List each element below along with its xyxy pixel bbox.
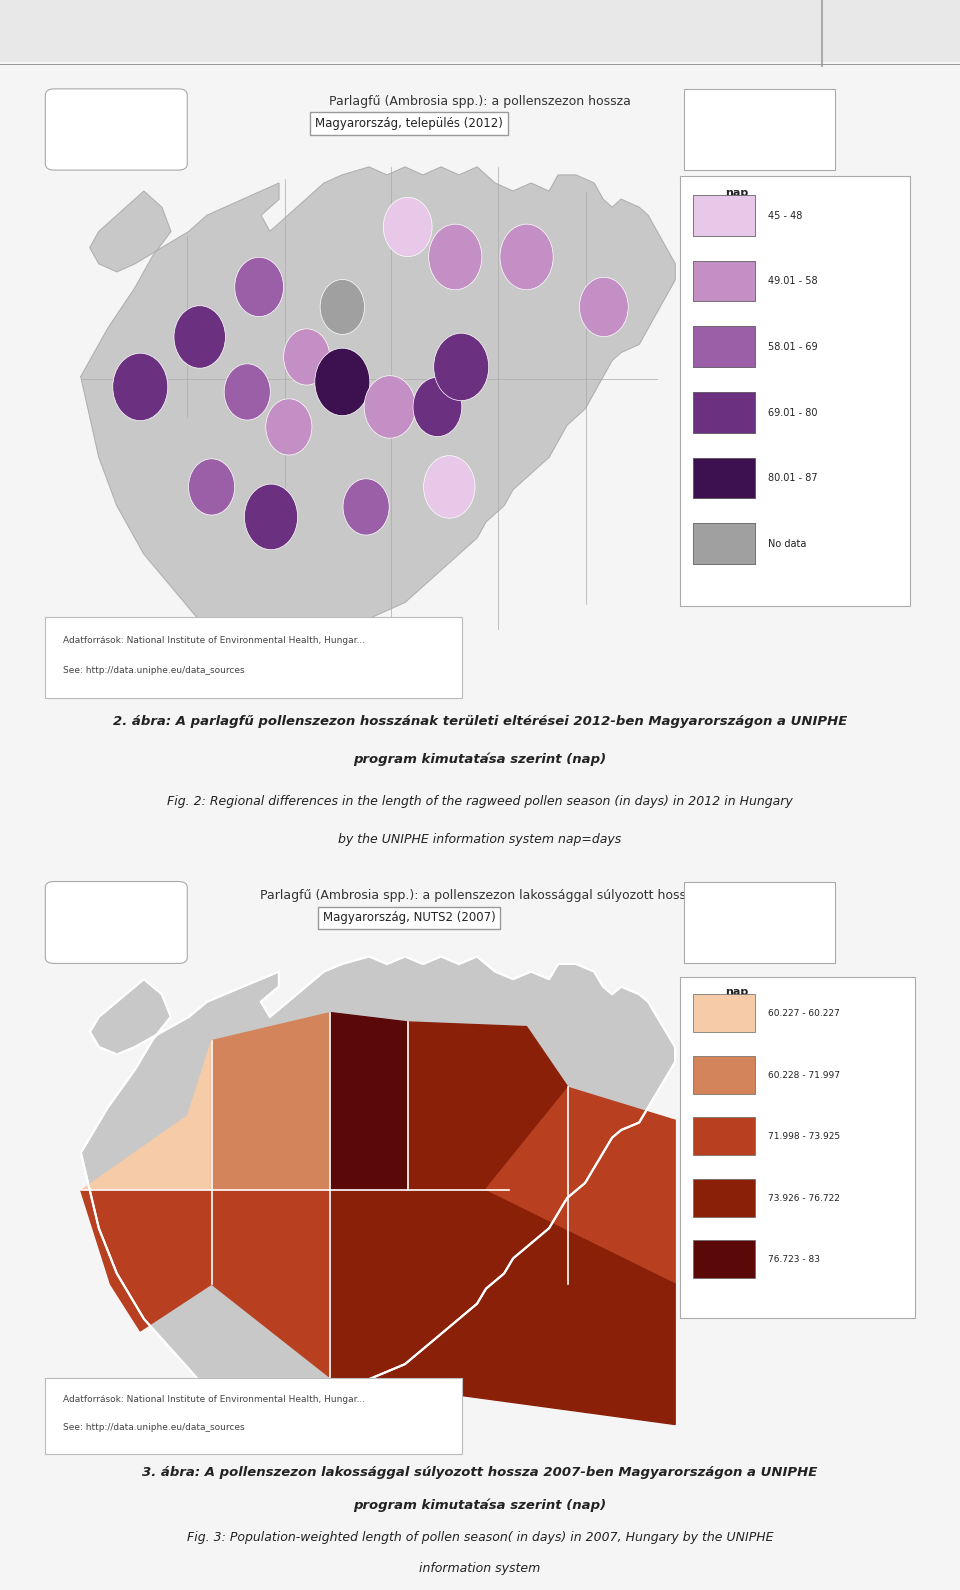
Text: towards positive health outcomes: towards positive health outcomes [75, 948, 157, 952]
Bar [693, 326, 755, 367]
Text: towards positive health outcomes: towards positive health outcomes [75, 153, 157, 159]
Text: 69.01 - 80: 69.01 - 80 [768, 407, 818, 418]
Bar [693, 458, 755, 498]
Text: program kimutatása szerint (nap): program kimutatása szerint (nap) [353, 1498, 607, 1512]
Bar [693, 523, 755, 564]
Bar [693, 458, 755, 498]
Text: 2013/4: 2013/4 [849, 24, 934, 43]
Ellipse shape [364, 375, 416, 439]
Text: No data: No data [768, 539, 806, 549]
Text: Parlagfű (Ambrosia spp.): a pollenszezon lakossággal súlyozott hossza: Parlagfű (Ambrosia spp.): a pollenszezon… [260, 889, 700, 902]
Ellipse shape [500, 224, 553, 289]
Text: Adatforrások: National Institute of Environmental Health, Hungar...: Adatforrások: National Institute of Envi… [63, 636, 365, 644]
Text: 69.01 - 80: 69.01 - 80 [768, 407, 818, 418]
Text: 60.227 - 60.227: 60.227 - 60.227 [768, 1010, 840, 1018]
Text: UNIPHE: UNIPHE [94, 127, 138, 138]
Text: 80.01 - 87: 80.01 - 87 [768, 474, 818, 483]
Text: Parlagfű (Ambrosia spp.): a pollenszezon hossza: Parlagfű (Ambrosia spp.): a pollenszezon… [329, 95, 631, 108]
FancyBboxPatch shape [684, 881, 835, 964]
Ellipse shape [413, 377, 462, 437]
Ellipse shape [235, 258, 283, 316]
FancyBboxPatch shape [45, 1377, 463, 1453]
Ellipse shape [315, 348, 370, 415]
Polygon shape [330, 1013, 408, 1191]
Text: 3. ábra: A pollenszezon lakossággal súlyozott hossza 2007-ben Magyarországon a U: 3. ábra: A pollenszezon lakossággal súly… [142, 1466, 818, 1479]
Text: 49.01 - 58: 49.01 - 58 [768, 277, 818, 286]
Polygon shape [330, 1191, 675, 1425]
Text: nap: nap [726, 188, 749, 199]
Text: nap: nap [726, 987, 749, 997]
FancyBboxPatch shape [684, 89, 835, 170]
Text: 73.926 - 76.722: 73.926 - 76.722 [768, 1194, 840, 1202]
Ellipse shape [174, 305, 226, 369]
Text: nap: nap [726, 188, 749, 199]
Ellipse shape [225, 364, 271, 420]
FancyBboxPatch shape [45, 617, 463, 698]
Ellipse shape [580, 277, 628, 337]
Text: 76.723 - 83: 76.723 - 83 [768, 1255, 820, 1264]
Text: 2. ábra: A parlagfű pollenszezon hosszának területi eltérései 2012-ben Magyarors: 2. ábra: A parlagfű pollenszezon hosszán… [113, 716, 847, 728]
Text: by the UNIPHE information system nap=days: by the UNIPHE information system nap=day… [338, 833, 622, 846]
Text: See: http://data.uniphe.eu/data_sources: See: http://data.uniphe.eu/data_sources [63, 666, 245, 674]
Polygon shape [408, 1022, 568, 1191]
Bar [693, 994, 755, 1032]
Text: See: http://data.uniphe.eu/data_sources: See: http://data.uniphe.eu/data_sources [63, 1423, 245, 1433]
Bar [693, 1118, 755, 1156]
Bar [693, 523, 755, 564]
Ellipse shape [429, 224, 482, 289]
Polygon shape [81, 1041, 211, 1331]
Ellipse shape [343, 479, 389, 534]
FancyBboxPatch shape [45, 881, 187, 964]
Bar [693, 196, 755, 235]
Text: Adatforrások: National Institute of Environmental Health, Hungar...: Adatforrások: National Institute of Envi… [63, 1396, 365, 1404]
Text: information system: information system [420, 1561, 540, 1574]
Text: 58.01 - 69: 58.01 - 69 [768, 342, 818, 351]
Text: Magyarország, település (2012): Magyarország, település (2012) [315, 118, 503, 130]
Text: EGÉSZSÉGTUDOMÁNY, LVII. ÉVFOLYAM, 2013. 4. SZÁM: EGÉSZSÉGTUDOMÁNY, LVII. ÉVFOLYAM, 2013. … [25, 22, 593, 45]
Text: Magyarország, NUTS2 (2007): Magyarország, NUTS2 (2007) [323, 911, 495, 924]
Text: No data: No data [768, 539, 806, 549]
Bar [693, 393, 755, 432]
Bar [693, 1056, 755, 1094]
Bar [693, 1240, 755, 1278]
Ellipse shape [188, 460, 234, 515]
Ellipse shape [266, 399, 312, 455]
Bar [693, 261, 755, 302]
Polygon shape [485, 1088, 675, 1285]
Ellipse shape [245, 483, 298, 550]
Text: 60.228 - 71.997: 60.228 - 71.997 [768, 1070, 840, 1080]
Ellipse shape [383, 197, 432, 256]
FancyBboxPatch shape [680, 976, 915, 1318]
Bar [693, 261, 755, 302]
Text: UNIPHE: UNIPHE [94, 921, 138, 932]
Text: 58.01 - 69: 58.01 - 69 [768, 342, 818, 351]
Text: 80.01 - 87: 80.01 - 87 [768, 474, 818, 483]
Text: 45 - 48: 45 - 48 [768, 211, 803, 221]
Polygon shape [81, 1191, 330, 1377]
Bar [693, 326, 755, 367]
Polygon shape [211, 1013, 330, 1191]
Bar [693, 196, 755, 235]
Text: 45 - 48: 45 - 48 [768, 211, 803, 221]
Text: 71.998 - 73.925: 71.998 - 73.925 [768, 1132, 840, 1142]
Ellipse shape [112, 353, 168, 421]
Polygon shape [81, 957, 675, 1425]
Bar [693, 1178, 755, 1216]
Text: Fig. 2: Regional differences in the length of the ragweed pollen season (in days: Fig. 2: Regional differences in the leng… [167, 795, 793, 808]
Text: Executive
Agency for
Health and
Consumers: Executive Agency for Health and Consumer… [744, 911, 775, 933]
FancyBboxPatch shape [680, 176, 910, 606]
Ellipse shape [423, 456, 475, 518]
FancyBboxPatch shape [45, 89, 187, 170]
Ellipse shape [434, 334, 489, 401]
Ellipse shape [283, 329, 329, 385]
Text: Fig. 3: Population-weighted length of pollen season( in days) in 2007, Hungary b: Fig. 3: Population-weighted length of po… [187, 1531, 773, 1544]
Text: Executive
Agency for
Health and
Consumers: Executive Agency for Health and Consumer… [744, 118, 775, 140]
Text: program kimutatása szerint (nap): program kimutatása szerint (nap) [353, 754, 607, 766]
Ellipse shape [320, 280, 365, 334]
Text: 49.01 - 58: 49.01 - 58 [768, 277, 818, 286]
Bar [693, 393, 755, 432]
Polygon shape [81, 167, 675, 666]
